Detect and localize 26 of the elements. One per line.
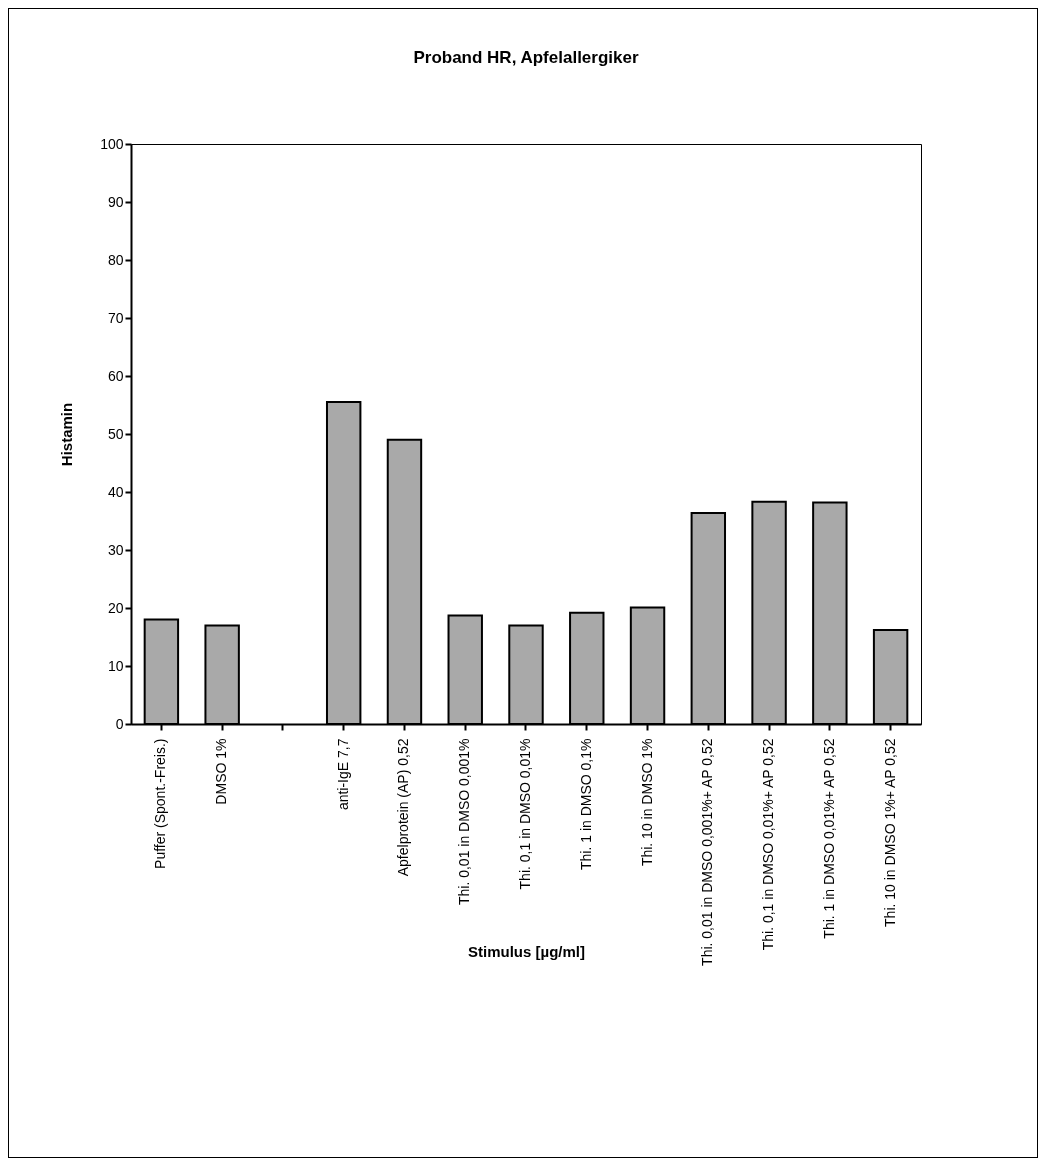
x-tick-label: Thi. 0,1 in DMSO 0,01% bbox=[517, 738, 533, 890]
x-tick-label: Thi. 10 in DMSO 1% bbox=[638, 738, 655, 867]
y-tick-label: 0 bbox=[115, 715, 124, 732]
x-tick-label: Apfelprotein (AP) 0,52 bbox=[395, 738, 412, 877]
y-tick-label: 80 bbox=[107, 251, 124, 268]
y-tick-label: 20 bbox=[107, 599, 124, 616]
y-tick-label: 90 bbox=[107, 193, 124, 210]
x-tick-label: Thi. 0,01 in DMSO 0,001% bbox=[456, 738, 473, 906]
y-tick-label: 70 bbox=[107, 309, 124, 326]
x-tick-label: Thi. 1 in DMSO 0,01%+ AP 0,52 bbox=[820, 738, 837, 939]
y-tick-label: 50 bbox=[107, 425, 124, 442]
y-tick-label: 60 bbox=[107, 367, 124, 384]
x-tick-label: Thi. 0,01 in DMSO 0,001%+ AP 0,52 bbox=[699, 738, 716, 966]
y-tick-label: 40 bbox=[107, 483, 124, 500]
y-tick-label: 100 bbox=[100, 135, 124, 152]
chart-title: Proband HR, Apfelallergiker bbox=[413, 48, 639, 67]
x-tick-label: anti-IgE 7,7 bbox=[334, 738, 351, 811]
x-tick-label: Thi. 10 in DMSO 1%+ AP 0,52 bbox=[881, 738, 898, 927]
y-axis-title: Histamin bbox=[58, 402, 76, 467]
y-tick-label: 30 bbox=[107, 541, 124, 558]
x-axis-title: Stimulus [µg/ml] bbox=[468, 942, 585, 960]
x-tick-label: Thi. 1 in DMSO 0,1% bbox=[577, 738, 594, 870]
x-tick-label: Puffer (Spont.-Freis.) bbox=[152, 738, 169, 869]
x-tick-label: Thi. 0,1 in DMSO 0,01%+ AP 0,52 bbox=[760, 738, 777, 951]
y-tick-label: 10 bbox=[107, 657, 124, 674]
x-tick-label: DMSO 1% bbox=[213, 738, 230, 805]
